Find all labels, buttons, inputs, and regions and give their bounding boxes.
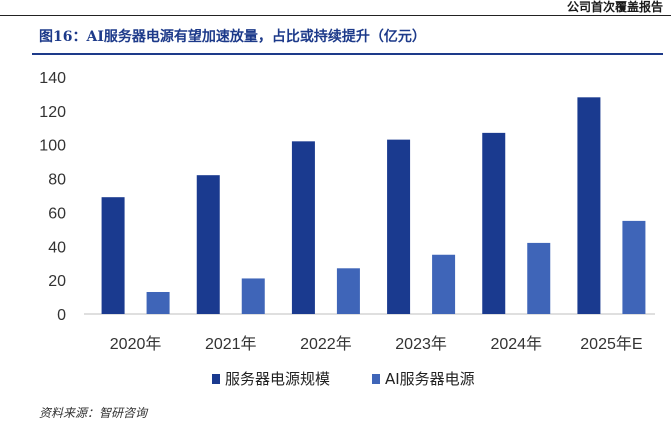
y-tick-label-2: 40: [48, 239, 66, 256]
x-tick-label-2: 2022年: [300, 335, 352, 353]
y-tick-label-3: 60: [48, 205, 66, 222]
report-type-label: 公司首次覆盖报告: [566, 0, 663, 14]
x-tick-label-0: 2020年: [110, 335, 162, 353]
y-tick-label-4: 80: [48, 172, 66, 189]
title-divider: [32, 53, 663, 55]
bar-series2-4: [527, 242, 551, 314]
header-divider: [0, 15, 671, 16]
bar-series1-0: [101, 197, 125, 314]
legend-swatch-2: [372, 374, 380, 384]
source-note: 资料来源：智研咨询: [39, 406, 148, 420]
bar-series2-2: [336, 268, 360, 314]
x-tick-label-4: 2024年: [490, 335, 542, 353]
legend-swatch-1: [212, 374, 220, 384]
bar-series2-0: [146, 291, 170, 314]
legend-label-2: AI服务器电源: [385, 370, 475, 388]
y-tick-label-5: 100: [39, 138, 66, 155]
bar-series2-1: [241, 278, 265, 314]
bar-series1-1: [196, 175, 220, 314]
figure-title: 图16：AI服务器电源有望加速放量，占比或持续提升（亿元）: [39, 29, 426, 45]
bar-series1-2: [291, 141, 315, 314]
bar-series2-3: [432, 254, 456, 314]
bar-series2-5: [622, 220, 646, 314]
x-tick-label-3: 2023年: [395, 335, 447, 353]
bar-series1-4: [482, 132, 506, 314]
y-tick-label-6: 120: [39, 104, 66, 121]
x-tick-label-5: 2025年E: [580, 335, 642, 353]
y-tick-label-0: 0: [57, 307, 66, 324]
bar-series1-5: [577, 97, 601, 314]
y-tick-label-1: 20: [48, 273, 66, 290]
y-tick-label-7: 140: [39, 70, 66, 87]
bar-series1-3: [387, 139, 411, 314]
legend-label-1: 服务器电源规模: [225, 370, 330, 388]
x-tick-label-1: 2021年: [205, 335, 257, 353]
